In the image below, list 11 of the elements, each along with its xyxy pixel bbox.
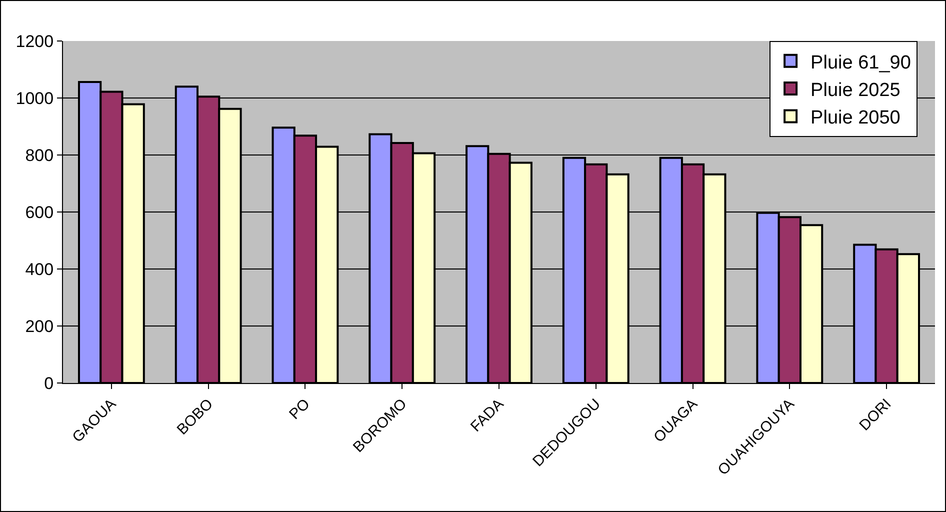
y-tick-label: 1000 [16,88,54,108]
y-tick-label: 0 [44,374,54,393]
legend-label: Pluie 61_90 [810,52,911,74]
y-tick-label: 800 [25,146,54,165]
x-tick-label: PO [286,396,314,423]
legend-label: Pluie 2025 [810,80,900,101]
y-tick-label: 400 [25,260,54,279]
y-tick-label: 1200 [16,32,54,51]
y-tick-label: 600 [25,202,54,222]
legend-label: Pluie 2050 [810,108,900,129]
y-tick-label: 200 [25,316,54,336]
